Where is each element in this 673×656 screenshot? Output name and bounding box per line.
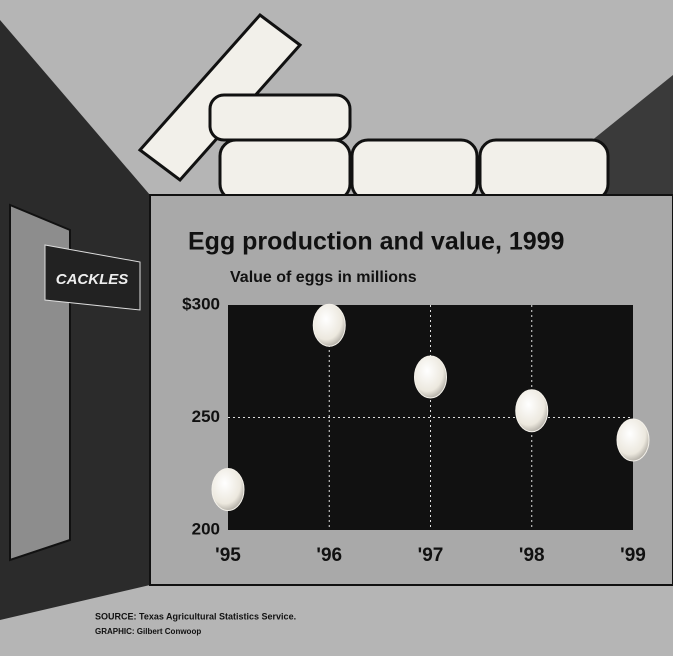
chart-subtitle: Value of eggs in millions (230, 269, 417, 286)
chart: CACKLES Egg production and value, 1999 V… (0, 0, 673, 656)
egg-marker (313, 304, 345, 346)
x-tick-label: '99 (620, 545, 646, 566)
y-tick-label: $300 (182, 294, 220, 313)
source: SOURCE: Texas Agricultural Statistics Se… (95, 611, 296, 621)
carton (220, 140, 350, 200)
x-tick-label: '97 (418, 545, 444, 566)
egg-marker (415, 356, 447, 398)
x-tick-label: '98 (519, 545, 545, 566)
carton (480, 140, 608, 200)
x-tick-label: '95 (215, 545, 241, 566)
egg-marker (516, 390, 548, 432)
y-tick-label: 250 (192, 407, 220, 426)
brand: CACKLES (56, 271, 129, 288)
page: CACKLES Egg production and value, 1999 V… (0, 0, 673, 656)
egg-marker (212, 469, 244, 511)
chart-title: Egg production and value, 1999 (188, 228, 564, 256)
egg-marker (617, 419, 649, 461)
carton (210, 95, 350, 140)
credit: GRAPHIC: Gilbert Conwoop (95, 627, 201, 636)
x-tick-label: '96 (316, 545, 342, 566)
carton (352, 140, 477, 200)
y-tick-label: 200 (192, 519, 220, 538)
